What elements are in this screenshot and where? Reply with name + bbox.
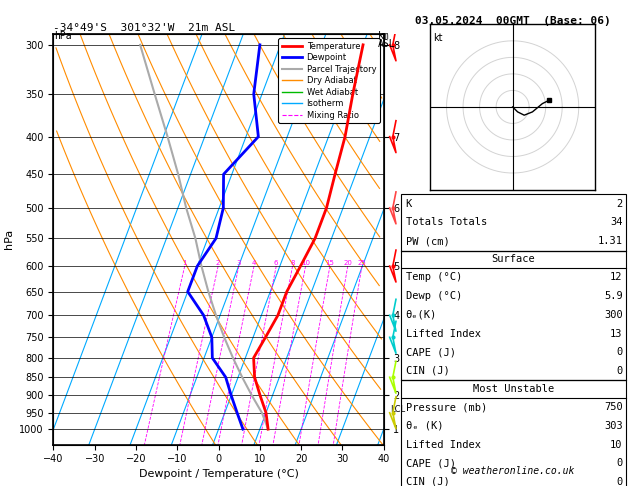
- Text: 4: 4: [252, 260, 256, 266]
- Text: Totals Totals: Totals Totals: [406, 217, 487, 227]
- Text: CAPE (J): CAPE (J): [406, 458, 455, 469]
- Text: © weatheronline.co.uk: © weatheronline.co.uk: [451, 466, 574, 476]
- Text: Pressure (mb): Pressure (mb): [406, 402, 487, 412]
- Text: 13: 13: [610, 329, 623, 339]
- Text: Lifted Index: Lifted Index: [406, 329, 481, 339]
- Text: 303: 303: [604, 421, 623, 431]
- Text: 12: 12: [610, 272, 623, 282]
- Text: hPa: hPa: [54, 31, 72, 41]
- Text: 750: 750: [604, 402, 623, 412]
- Text: θₑ (K): θₑ (K): [406, 421, 443, 431]
- Text: PW (cm): PW (cm): [406, 236, 450, 246]
- Text: 10: 10: [301, 260, 310, 266]
- Text: 0: 0: [616, 458, 623, 469]
- Text: kt: kt: [433, 33, 443, 43]
- Text: 0: 0: [616, 477, 623, 486]
- Text: 10: 10: [610, 439, 623, 450]
- Text: 0: 0: [616, 347, 623, 357]
- Text: 03.05.2024  00GMT  (Base: 06): 03.05.2024 00GMT (Base: 06): [415, 16, 611, 26]
- Text: 15: 15: [325, 260, 335, 266]
- Text: ASL: ASL: [377, 39, 395, 49]
- Text: Dewp (°C): Dewp (°C): [406, 291, 462, 301]
- Text: 0: 0: [616, 366, 623, 376]
- Text: km: km: [377, 31, 389, 41]
- Text: CAPE (J): CAPE (J): [406, 347, 455, 357]
- Legend: Temperature, Dewpoint, Parcel Trajectory, Dry Adiabat, Wet Adiabat, Isotherm, Mi: Temperature, Dewpoint, Parcel Trajectory…: [278, 38, 379, 123]
- Text: 3: 3: [237, 260, 241, 266]
- Text: 6: 6: [274, 260, 279, 266]
- Text: 300: 300: [604, 310, 623, 320]
- Text: 8: 8: [291, 260, 295, 266]
- Text: -34°49'S  301°32'W  21m ASL: -34°49'S 301°32'W 21m ASL: [53, 23, 236, 33]
- Text: LCL: LCL: [391, 405, 406, 414]
- Text: 20: 20: [343, 260, 352, 266]
- Text: 5.9: 5.9: [604, 291, 623, 301]
- Text: CIN (J): CIN (J): [406, 366, 450, 376]
- Text: Lifted Index: Lifted Index: [406, 439, 481, 450]
- Text: CIN (J): CIN (J): [406, 477, 450, 486]
- Text: 2: 2: [616, 199, 623, 209]
- Text: θₑ(K): θₑ(K): [406, 310, 437, 320]
- Text: Temp (°C): Temp (°C): [406, 272, 462, 282]
- Text: Most Unstable: Most Unstable: [472, 384, 554, 394]
- Text: K: K: [406, 199, 412, 209]
- Y-axis label: hPa: hPa: [4, 229, 14, 249]
- Text: 2: 2: [216, 260, 220, 266]
- Text: 34: 34: [610, 217, 623, 227]
- Text: 1: 1: [182, 260, 187, 266]
- Text: Surface: Surface: [491, 254, 535, 264]
- Text: 1.31: 1.31: [598, 236, 623, 246]
- X-axis label: Dewpoint / Temperature (°C): Dewpoint / Temperature (°C): [138, 469, 299, 479]
- Text: 25: 25: [357, 260, 366, 266]
